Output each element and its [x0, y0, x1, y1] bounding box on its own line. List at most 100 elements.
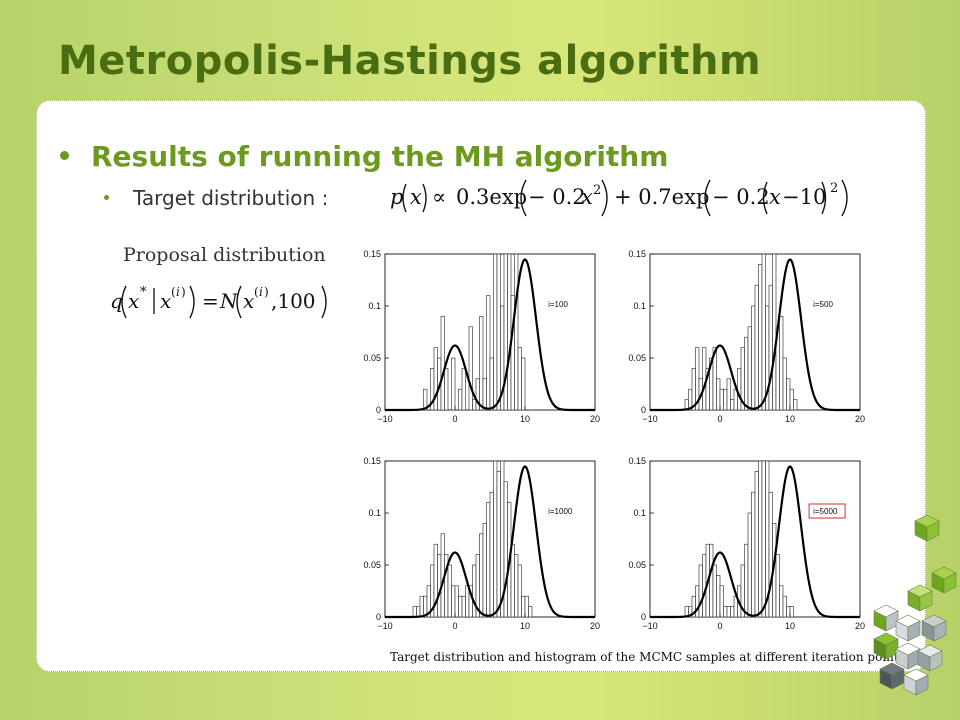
target-density-curve — [385, 465, 595, 619]
histogram-bar — [510, 543, 515, 618]
x-tick-label: −10 — [642, 621, 657, 631]
histogram-i500: 00.050.10.15−10 0 10 20i=500 — [628, 249, 865, 424]
svg-text:q: q — [110, 289, 123, 313]
histogram-bar — [758, 264, 763, 411]
svg-text:2: 2 — [830, 181, 838, 196]
x-tick-label: 10 — [520, 414, 530, 424]
proposal-distribution-label: Proposal distribution — [123, 244, 326, 266]
x-tick-label: 20 — [855, 414, 865, 424]
histogram-bar — [489, 491, 494, 618]
histogram-bar — [782, 595, 787, 618]
svg-text:*: * — [140, 285, 147, 300]
histogram-bar — [503, 481, 508, 618]
histogram-bar — [451, 585, 456, 618]
histogram-bar — [493, 253, 498, 411]
histogram-bar — [486, 295, 491, 411]
histogram-bar — [761, 253, 766, 411]
bullet-results-text: Results of running the MH algorithm — [91, 140, 669, 173]
svg-text:,100: ,100 — [271, 289, 316, 313]
histogram-bar — [465, 585, 470, 618]
histogram-bar — [789, 606, 794, 618]
proposal-distribution-formula: q x * x ( i ) = N x ( i ) ,100 — [110, 285, 327, 319]
histogram-bar — [747, 326, 752, 411]
x-tick-label: 0 — [717, 621, 722, 631]
y-tick-label: 0.05 — [363, 560, 381, 570]
histogram-bar — [524, 595, 529, 618]
iteration-annotation: i=1000 — [548, 507, 573, 516]
histogram-bar — [479, 316, 484, 411]
target-distribution-formula: p x ∝ 0.3exp − 0.2 x 2 + 0.7exp − 0.2 x … — [390, 179, 848, 217]
cube-icon — [907, 584, 933, 612]
histogram-bar — [486, 502, 491, 618]
cube-icon — [921, 614, 947, 642]
histogram-bar — [517, 347, 522, 411]
histogram-bar — [716, 378, 721, 411]
histogram-bar — [719, 388, 724, 411]
histogram-bar — [458, 388, 463, 411]
histogram-bar — [758, 460, 763, 618]
histogram-bar — [768, 491, 773, 618]
svg-text:x: x — [160, 289, 171, 313]
histogram-bar — [496, 253, 501, 411]
histogram-bar — [468, 326, 473, 411]
svg-text:− 0.2: − 0.2 — [712, 185, 770, 209]
svg-text:− 0.2: − 0.2 — [528, 185, 586, 209]
histogram-bar — [726, 378, 731, 411]
target-density-curve — [385, 258, 595, 412]
histogram-bar — [521, 357, 526, 411]
histogram-bar — [493, 460, 498, 618]
x-tick-label: 10 — [785, 414, 795, 424]
histogram-bar — [744, 336, 749, 411]
histogram-bar — [416, 606, 421, 618]
histogram-bar — [754, 471, 759, 618]
histogram-bar — [528, 606, 533, 618]
histogram-bar — [723, 388, 728, 411]
cube-icon — [879, 662, 905, 690]
x-tick-label: 10 — [520, 621, 530, 631]
x-tick-label: −10 — [642, 414, 657, 424]
histogram-bar — [451, 357, 456, 411]
x-tick-label: 0 — [717, 414, 722, 424]
histogram-bar — [779, 585, 784, 618]
histogram-bar — [454, 585, 459, 618]
bullet-target-text: Target distribution : — [133, 186, 329, 210]
histogram-bar — [751, 491, 756, 618]
histogram-bar — [419, 595, 424, 618]
annotation-highlight-box — [808, 503, 846, 519]
y-tick-label: 0.05 — [628, 560, 646, 570]
histogram-bar — [730, 606, 735, 618]
histogram-bar — [726, 606, 731, 618]
histogram-bar — [712, 564, 717, 618]
svg-text:−10: −10 — [782, 185, 826, 209]
x-tick-label: 0 — [452, 621, 457, 631]
sub-bullet-dot-icon — [104, 195, 109, 200]
histogram-bar — [789, 388, 794, 411]
histogram-bar — [507, 253, 512, 411]
svg-text:p: p — [390, 185, 403, 209]
y-tick-label: 0.05 — [363, 353, 381, 363]
decorative-cubes-icon — [873, 514, 957, 696]
svg-text:x: x — [581, 185, 593, 209]
histogram-bar — [779, 316, 784, 411]
histogram-bar — [496, 471, 501, 618]
histogram-i100: 00.050.10.15−10 0 10 20i=100 — [363, 249, 600, 424]
svg-text:): ) — [264, 285, 269, 299]
histogram-bar — [514, 253, 519, 411]
histogram-bar — [472, 399, 477, 411]
y-tick-label: 0 — [641, 405, 646, 415]
histogram-bar — [754, 284, 759, 411]
svg-text:x: x — [410, 185, 422, 209]
y-tick-label: 0.15 — [363, 249, 381, 259]
svg-text:(: ( — [171, 285, 176, 299]
histogram-bar — [786, 606, 791, 618]
histogram-bar — [412, 606, 417, 618]
histogram-bar — [747, 512, 752, 618]
svg-text:x: x — [243, 289, 254, 313]
svg-text:x: x — [128, 289, 139, 313]
cube-icon — [873, 604, 899, 632]
histogram-bar — [786, 378, 791, 411]
histogram-bar — [723, 606, 728, 618]
histogram-bar — [751, 305, 756, 411]
histogram-bar — [458, 595, 463, 618]
histogram-bar — [761, 460, 766, 618]
